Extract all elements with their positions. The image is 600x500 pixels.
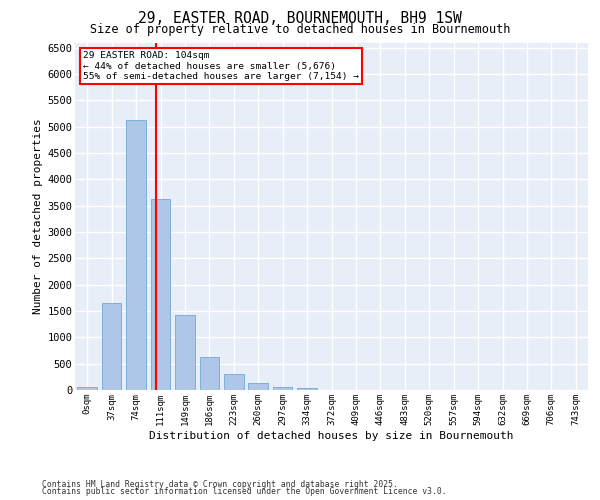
Bar [200, 358, 219, 390]
Bar [175, 314, 194, 390]
Bar [224, 374, 244, 390]
Bar [151, 200, 170, 390]
Bar [297, 388, 317, 390]
Y-axis label: Number of detached properties: Number of detached properties [33, 118, 43, 314]
Text: Contains public sector information licensed under the Open Government Licence v3: Contains public sector information licen… [42, 488, 446, 496]
Text: Size of property relative to detached houses in Bournemouth: Size of property relative to detached ho… [90, 22, 510, 36]
Text: Contains HM Land Registry data © Crown copyright and database right 2025.: Contains HM Land Registry data © Crown c… [42, 480, 398, 489]
Bar [102, 303, 121, 390]
Bar [77, 386, 97, 390]
X-axis label: Distribution of detached houses by size in Bournemouth: Distribution of detached houses by size … [149, 430, 514, 440]
Text: 29, EASTER ROAD, BOURNEMOUTH, BH9 1SW: 29, EASTER ROAD, BOURNEMOUTH, BH9 1SW [138, 11, 462, 26]
Bar [273, 386, 292, 390]
Bar [127, 120, 146, 390]
Bar [248, 383, 268, 390]
Text: 29 EASTER ROAD: 104sqm
← 44% of detached houses are smaller (5,676)
55% of semi-: 29 EASTER ROAD: 104sqm ← 44% of detached… [83, 51, 359, 81]
